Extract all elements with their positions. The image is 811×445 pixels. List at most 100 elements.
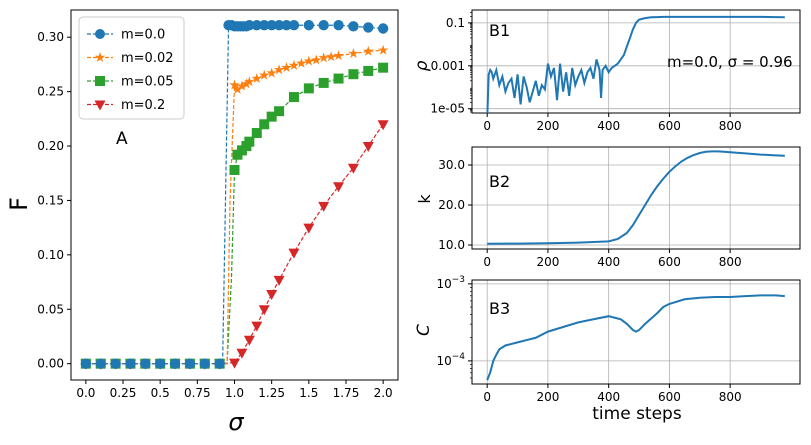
data-point-circle: [288, 20, 300, 31]
x-tick-label: 1.0: [225, 386, 244, 400]
y-axis-label: k: [415, 194, 434, 204]
x-tick-label: 1.75: [333, 386, 360, 400]
y-axis-label: ρ: [412, 60, 432, 71]
axes-frame: [471, 279, 801, 385]
legend-label: m=0.0: [121, 28, 165, 43]
x-axis-label: σ: [228, 408, 244, 436]
data-point-star: [273, 64, 285, 75]
data-point-circle: [303, 20, 315, 31]
x-tick-label: 0.5: [151, 386, 170, 400]
annotation: m=0.0, σ = 0.96: [667, 53, 793, 71]
x-tick-label: 600: [658, 255, 681, 269]
data-point-star: [348, 48, 359, 58]
x-tick-label: 1.25: [258, 386, 285, 400]
y-tick-label: 30.0: [438, 158, 465, 172]
data-point-star: [311, 54, 322, 65]
data-point-square: [333, 73, 344, 84]
data-point-circle: [110, 358, 121, 369]
legend-label: m=0.02: [121, 51, 174, 66]
data-point-triangle: [236, 348, 248, 359]
data-point-star: [229, 79, 240, 90]
data-point-circle: [184, 358, 196, 369]
data-point-circle: [95, 358, 106, 369]
data-point-star: [288, 60, 300, 70]
data-point-star: [377, 44, 389, 55]
data-point-triangle: [243, 335, 255, 346]
data-point-square: [288, 92, 299, 103]
data-point-square: [378, 62, 389, 73]
axes-frame: [471, 9, 801, 114]
data-point-circle: [273, 20, 285, 31]
data-point-star: [325, 51, 337, 62]
data-point-star: [296, 57, 307, 68]
data-point-circle: [244, 20, 255, 31]
data-point-square: [244, 136, 255, 147]
series-line-rho: [486, 15, 785, 113]
data-point-star: [318, 52, 329, 63]
legend-box: [78, 16, 185, 120]
y-tick-label: 0.10: [37, 248, 64, 262]
x-tick-label: 2.0: [374, 386, 393, 400]
data-point-star: [259, 69, 270, 80]
data-point-circle: [281, 20, 292, 31]
data-point-star: [303, 55, 315, 66]
x-tick-label: 400: [597, 255, 620, 269]
panel-label: B2: [489, 172, 510, 191]
legend-label: m=0.2: [121, 98, 165, 113]
x-axis-label: time steps: [592, 404, 682, 424]
data-point-star: [94, 52, 106, 62]
data-point-circle: [199, 358, 210, 369]
x-tick-label: 0.0: [76, 386, 95, 400]
panel-a: 0.0 0.25 0.5 0.75 1.0 1.25 1.5 1.75 2.0 0.00 0.05 0…: [5, 9, 399, 436]
x-tick-label: 600: [658, 119, 681, 133]
data-point-star: [251, 73, 263, 84]
y-tick-label: 10.0: [438, 238, 465, 252]
y-tick-label: 20.0: [438, 198, 465, 212]
data-point-star: [241, 78, 252, 89]
x-tick-label: 0: [483, 255, 491, 269]
panel-label: A: [116, 129, 128, 149]
y-tick-label: 10−4: [436, 352, 465, 368]
y-tick-label: 0.15: [37, 193, 64, 207]
series-line-k: [487, 150, 785, 245]
data-point-circle: [266, 20, 277, 31]
data-point-circle: [251, 20, 262, 31]
data-point-triangle: [288, 248, 300, 259]
data-point-triangle: [273, 275, 285, 286]
data-point-square: [274, 106, 285, 117]
y-tick-label: 1e-05: [430, 102, 465, 116]
panel-b1: 0 200 400 600 800 1e-05 0.001 0.1 B1 m=0.0, σ = 0…: [412, 9, 801, 133]
x-tick-label: 800: [719, 255, 742, 269]
data-point-circle: [154, 358, 166, 369]
data-point-circle: [125, 358, 136, 369]
x-tick-label: 200: [536, 390, 559, 404]
data-point-square: [303, 83, 314, 94]
data-point-circle: [333, 20, 344, 31]
data-point-circle: [80, 358, 92, 369]
data-point-triangle: [94, 100, 106, 111]
data-point-triangle: [251, 321, 263, 332]
data-point-star: [266, 67, 277, 78]
data-point-square: [348, 69, 359, 80]
x-tick-label: 600: [658, 390, 681, 404]
series-line-c: [486, 294, 785, 381]
data-point-square: [318, 77, 329, 88]
y-tick-label: 0.05: [37, 302, 64, 316]
x-tick-label: 0.25: [110, 386, 137, 400]
data-point-square: [259, 119, 270, 130]
data-point-triangle: [229, 358, 240, 369]
data-point-square: [266, 111, 277, 122]
data-point-circle: [95, 29, 105, 39]
y-tick-label: 0.25: [37, 85, 64, 99]
data-point-square: [363, 65, 374, 76]
y-axis-label: F: [5, 197, 33, 211]
y-tick-label: 0.001: [431, 59, 465, 73]
x-tick-label: 200: [536, 119, 559, 133]
data-point-circle: [259, 20, 270, 31]
data-point-star: [281, 62, 292, 73]
series-line-m=0.2: [85, 123, 384, 365]
x-tick-label: 0: [483, 390, 491, 404]
data-point-triangle: [266, 290, 278, 301]
panel-label: B1: [489, 21, 510, 40]
